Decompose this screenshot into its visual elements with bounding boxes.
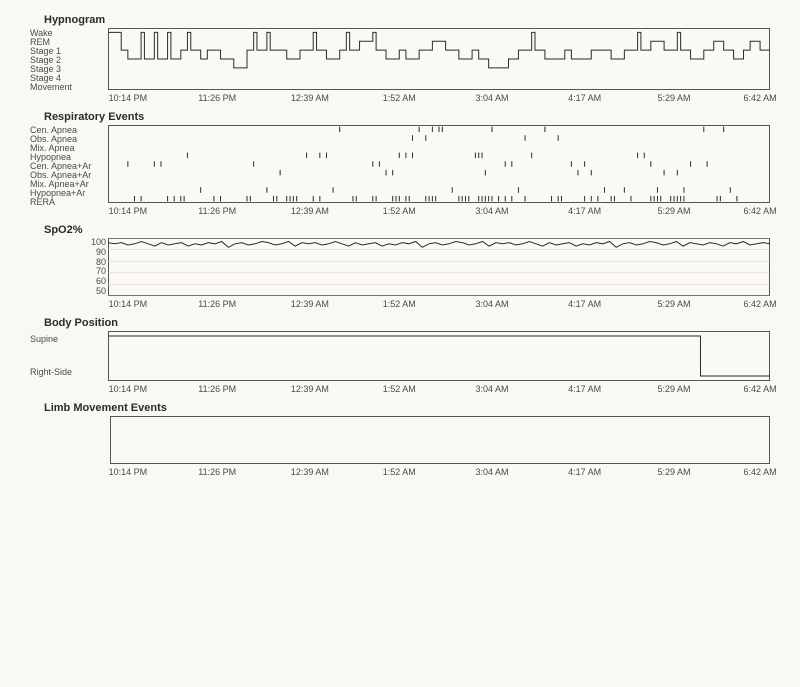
xtick: 4:17 AM [568,384,601,394]
xtick: 4:17 AM [568,206,601,216]
ylabel: RERA [30,198,106,207]
sleep-study-report: Hypnogram WakeREMStage 1Stage 2Stage 3St… [0,0,800,479]
ylabels-hypnogram: WakeREMStage 1Stage 2Stage 3Stage 4Movem… [30,28,108,90]
panel-respiratory: Respiratory Events Cen. ApneaObs. ApneaM… [30,111,770,218]
plot-spo2 [108,238,770,296]
ylabels-respiratory: Cen. ApneaObs. ApneaMix. ApneaHypopneaCe… [30,125,108,203]
xtick: 4:17 AM [568,299,601,309]
xaxis-hypnogram: 10:14 PM 11:26 PM 12:39 AM 1:52 AM 3:04 AM 4:… [108,93,770,105]
ylabel: 60 [30,277,106,286]
ylabel: 100 [30,238,106,247]
xtick: 5:29 AM [657,384,690,394]
xtick: 10:14 PM [109,299,148,309]
xtick: 1:52 AM [383,206,416,216]
xtick: 1:52 AM [383,384,416,394]
panel-hypnogram: Hypnogram WakeREMStage 1Stage 2Stage 3St… [30,14,770,105]
xaxis-body-position: 10:14 PM 11:26 PM 12:39 AM 1:52 AM 3:04 AM 4:… [108,384,770,396]
xtick: 11:26 PM [198,206,236,216]
ylabels-body-position: Supine Right-Side [30,331,108,381]
plot-limb [110,416,770,464]
ylabel: 50 [30,287,106,296]
xtick: 3:04 AM [475,206,508,216]
ylabel: 80 [30,258,106,267]
xtick: 3:04 AM [475,384,508,394]
xtick: 11:26 PM [198,299,236,309]
xtick: 1:52 AM [383,93,416,103]
xtick: 5:29 AM [657,206,690,216]
xtick: 3:04 AM [475,467,508,477]
xtick: 6:42 AM [744,384,777,394]
panel-spo2: SpO2% 1009080706050 10:14 PM 11:26 PM 12:3… [30,224,770,311]
xtick: 5:29 AM [657,93,690,103]
panel-body-position: Body Position SupineRight-Side 10:14 PM1… [30,317,770,396]
panel-title-hypnogram: Hypnogram [44,14,770,26]
xtick: 12:39 AM [291,206,329,216]
xtick: 3:04 AM [475,93,508,103]
xtick: 6:42 AM [744,93,777,103]
xtick: 1:52 AM [383,299,416,309]
xtick: 5:29 AM [657,467,690,477]
xtick: 11:26 PM [198,384,236,394]
xtick: 4:17 AM [568,467,601,477]
xaxis-limb: 10:14 PM 11:26 PM 12:39 AM 1:52 AM 3:04 AM 4:… [108,467,770,479]
xtick: 6:42 AM [744,467,777,477]
xaxis-spo2: 10:14 PM 11:26 PM 12:39 AM 1:52 AM 3:04 AM 4:… [108,299,770,311]
xtick: 10:14 PM [109,467,148,477]
xtick: 12:39 AM [291,93,329,103]
ylabel: Movement [30,83,106,92]
plot-respiratory [108,125,770,203]
ylabel: Supine [30,335,106,344]
xtick: 12:39 AM [291,467,329,477]
xtick: 3:04 AM [475,299,508,309]
xaxis-respiratory: 10:14 PM 11:26 PM 12:39 AM 1:52 AM 3:04 AM 4:… [108,206,770,218]
xtick: 11:26 PM [198,467,236,477]
xtick: 6:42 AM [744,206,777,216]
ylabels-limb [30,416,110,464]
panel-title-body-position: Body Position [44,317,770,329]
xtick: 4:17 AM [568,93,601,103]
panel-title-respiratory: Respiratory Events [44,111,770,123]
xtick: 10:14 PM [109,93,148,103]
xtick: 11:26 PM [198,93,236,103]
xtick: 10:14 PM [109,206,148,216]
panel-limb: Limb Movement Events 10:14 PM 11:26 PM 12:… [30,402,770,479]
xtick: 12:39 AM [291,384,329,394]
ylabel: 90 [30,248,106,257]
ylabel: Right-Side [30,368,106,377]
xtick: 10:14 PM [109,384,148,394]
xtick: 6:42 AM [744,299,777,309]
panel-title-spo2: SpO2% [44,224,770,236]
plot-hypnogram [108,28,770,90]
panel-title-limb: Limb Movement Events [44,402,770,414]
ylabels-spo2: 1009080706050 [30,238,108,296]
plot-body-position [108,331,770,381]
xtick: 1:52 AM [383,467,416,477]
xtick: 5:29 AM [657,299,690,309]
ylabel: 70 [30,267,106,276]
xtick: 12:39 AM [291,299,329,309]
